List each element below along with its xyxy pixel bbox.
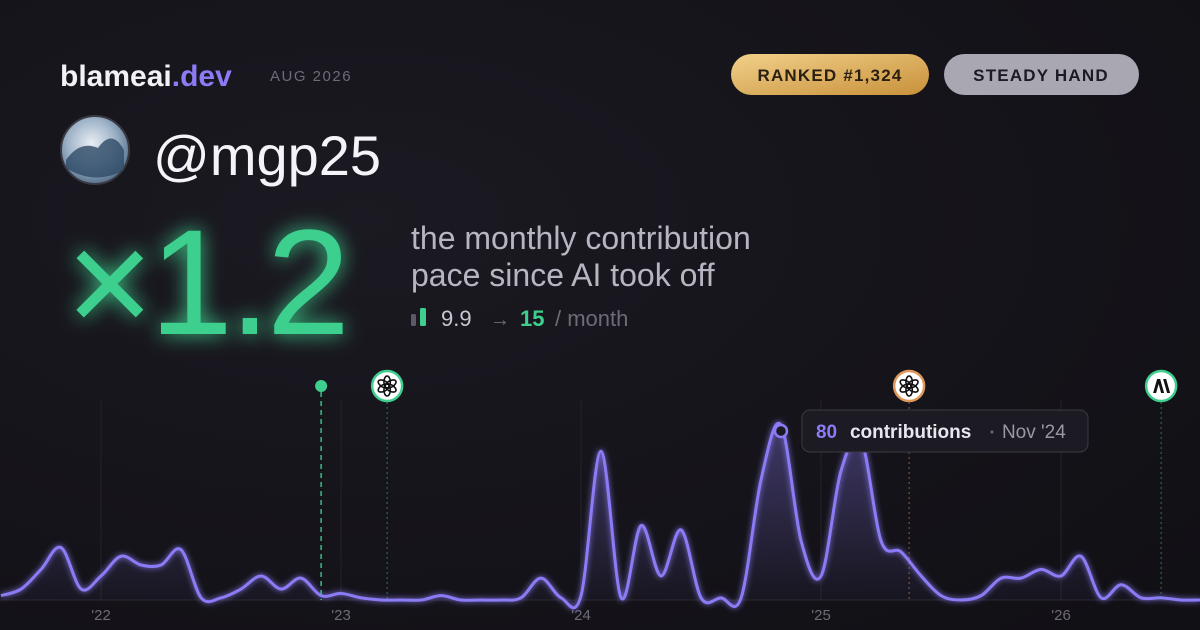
x-tick-label: '25	[811, 607, 831, 624]
handle: @mgp25	[153, 124, 381, 187]
x-tick-label: '26	[1051, 607, 1071, 624]
tooltip-sep	[990, 430, 994, 434]
chart: '22 '23 '24 '25 '26 80 contributions Nov '24	[0, 369, 1200, 624]
tooltip-date: Nov '24	[1002, 422, 1066, 443]
line	[0, 421, 1200, 610]
description-line: pace since AI took off	[411, 257, 715, 293]
tooltip	[801, 409, 1089, 453]
x-tick-label: '24	[571, 607, 591, 624]
event-icon	[370, 369, 404, 403]
brand: blameai.dev	[60, 60, 232, 93]
tooltip-value: 80	[816, 422, 837, 443]
multiplier: ×1.2	[66, 198, 346, 366]
x-tick-label: '23	[331, 607, 351, 624]
brand-name: blameai	[60, 60, 172, 93]
event-icon	[892, 369, 926, 403]
rank-badge	[731, 54, 929, 95]
pace-icon-before	[411, 314, 416, 326]
event-dot	[315, 380, 328, 392]
pace-arrow: →	[490, 309, 510, 331]
avatar-wave	[66, 138, 124, 178]
x-tick-label: '22	[91, 607, 111, 624]
title-badge-text: STEADY HAND	[973, 66, 1109, 85]
title-badge	[944, 54, 1139, 95]
line-area	[0, 423, 1200, 608]
event-icon-glyph	[1153, 379, 1171, 393]
pace-unit: / month	[555, 306, 628, 331]
date: AUG 2026	[270, 68, 352, 85]
pace-icon-after	[420, 308, 426, 326]
pace-before: 9.9	[441, 306, 472, 331]
pace-after: 15	[520, 306, 544, 331]
event-icon-glyph	[899, 379, 912, 389]
event-icon-glyph	[377, 379, 390, 389]
tooltip-point	[773, 423, 789, 439]
brand-suffix: .dev	[172, 60, 232, 93]
description-line: the monthly contribution	[411, 220, 751, 256]
rank-badge-text: RANKED #1,324	[757, 66, 902, 85]
tooltip-label: contributions	[850, 422, 971, 443]
